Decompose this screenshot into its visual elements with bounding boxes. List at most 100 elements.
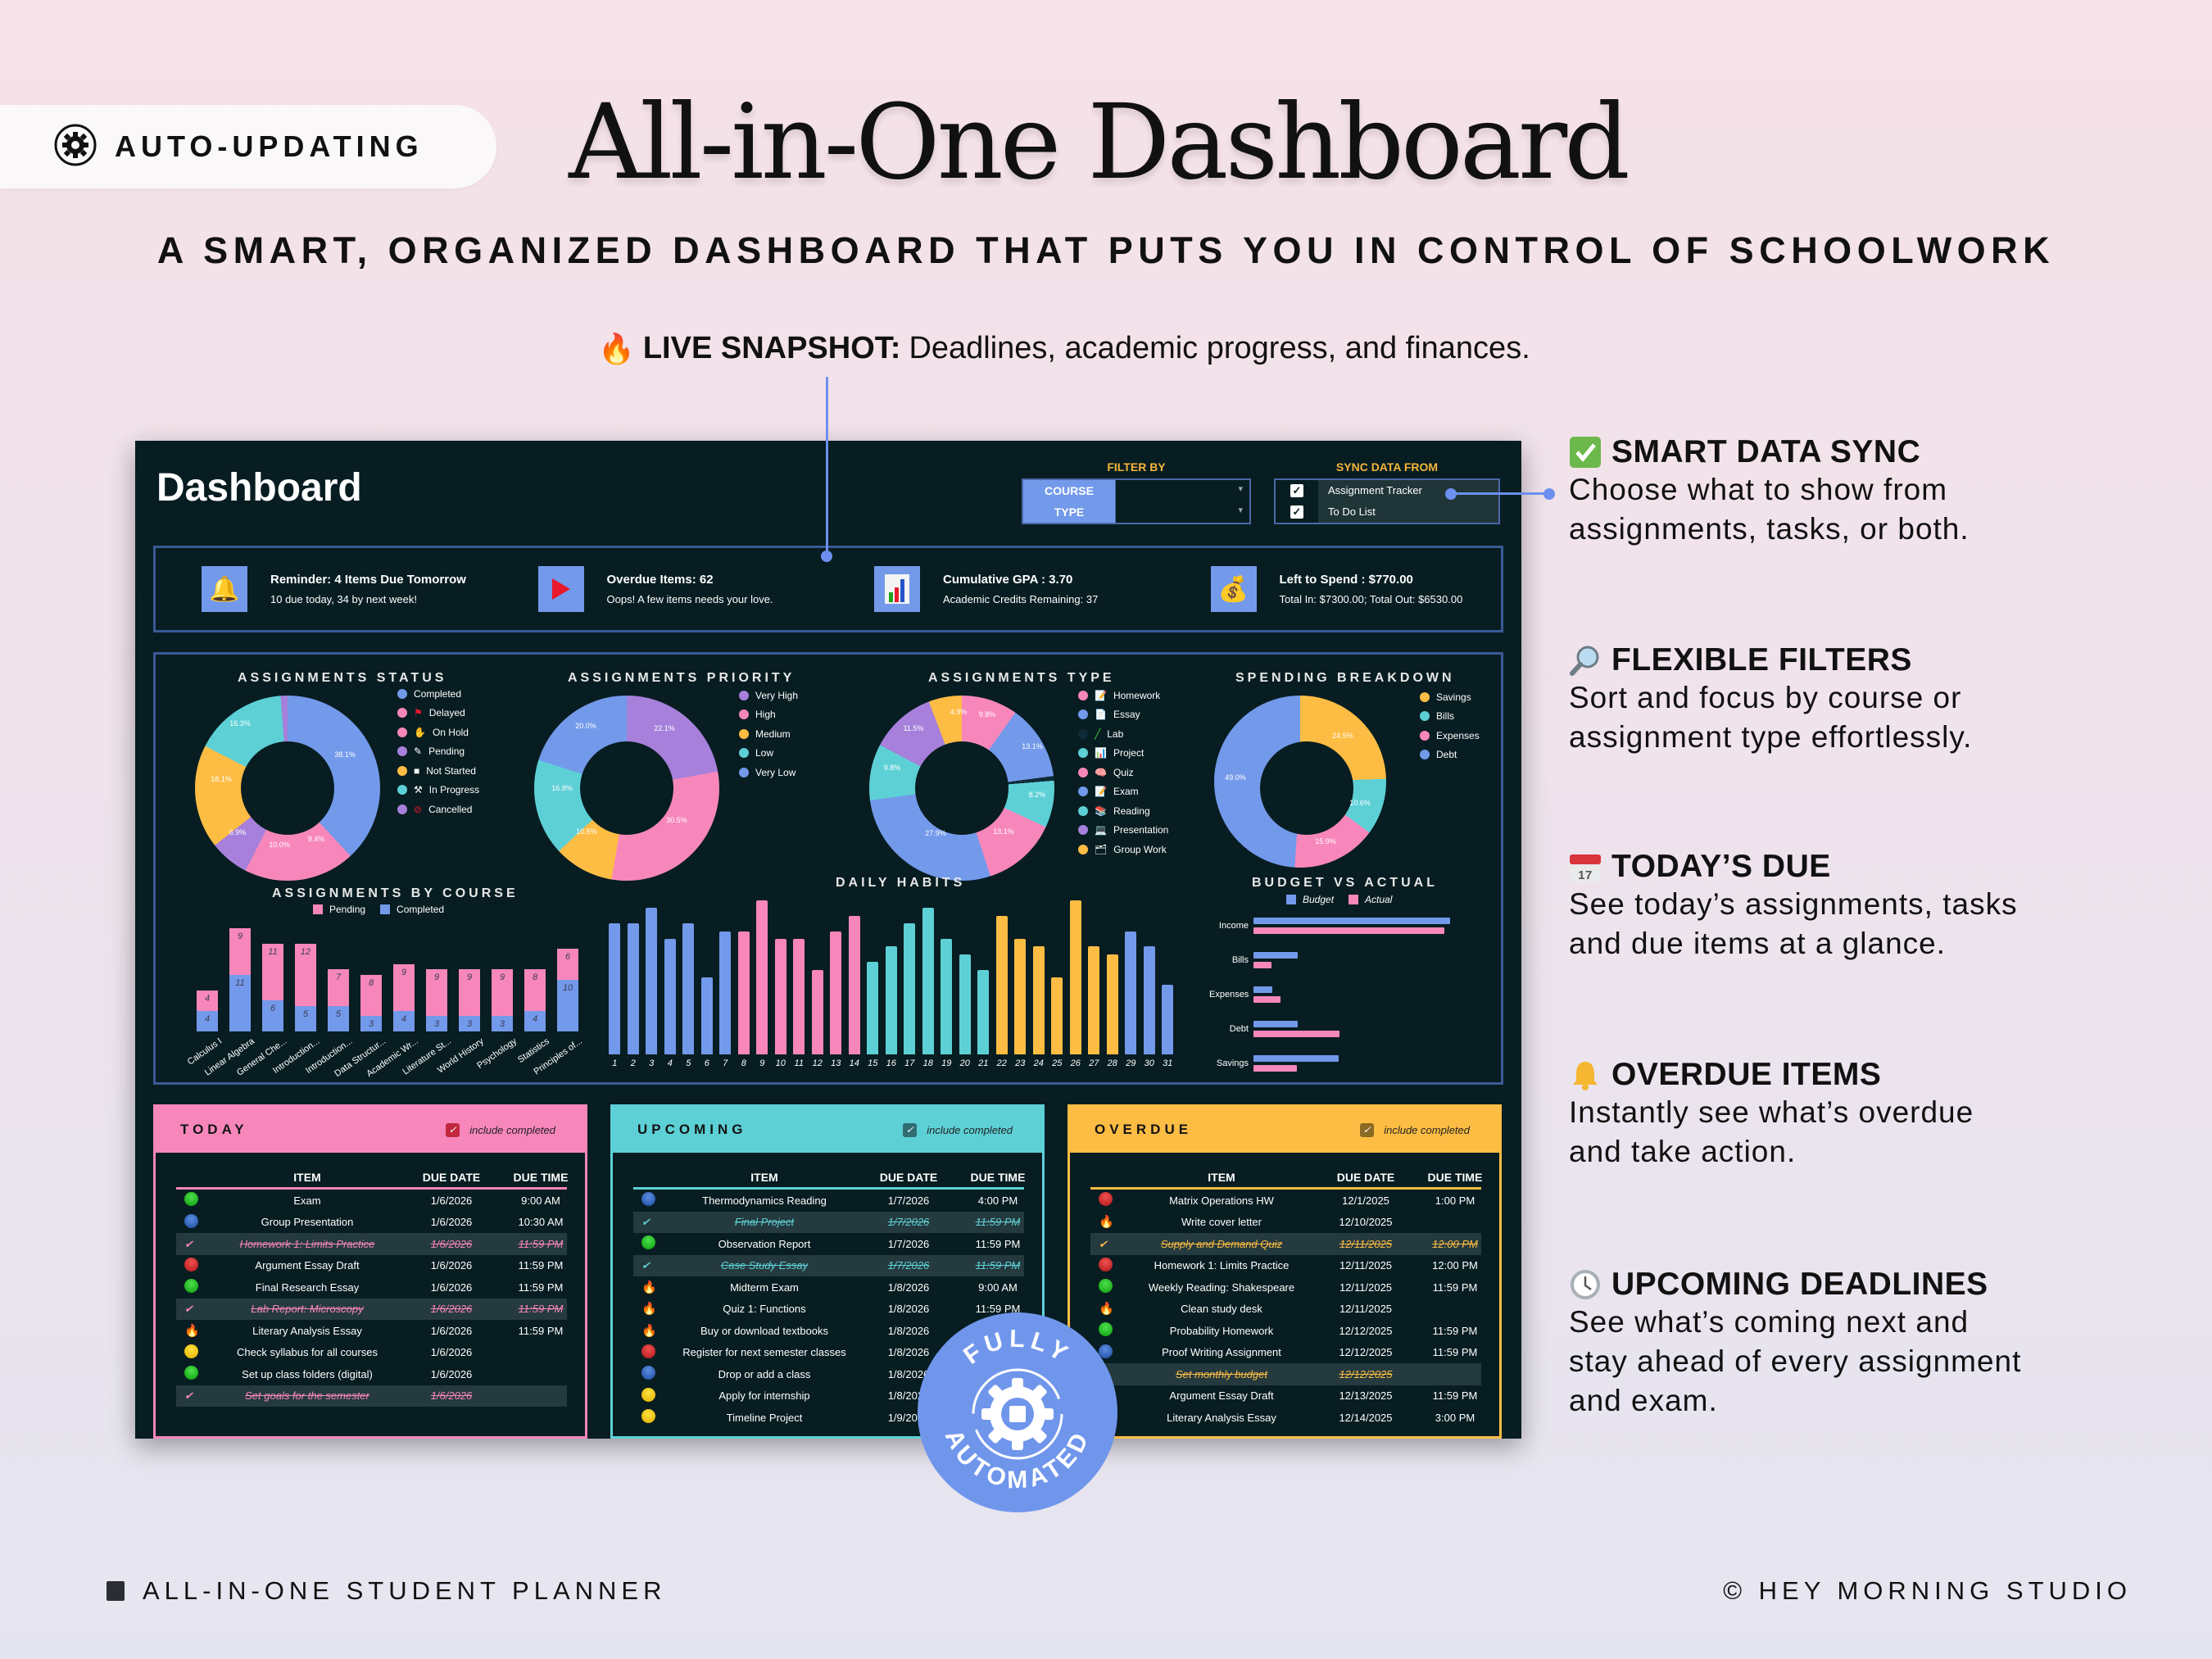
- assignment-tracker-checkbox[interactable]: ✓: [1290, 484, 1303, 497]
- table-row[interactable]: 🔥 Quiz 1: Functions 1/8/2026 11:59 PM: [641, 1302, 1021, 1317]
- spending-donut-chart: [1214, 696, 1386, 868]
- green-status-icon: [184, 1366, 198, 1380]
- course-bar: 11 6: [262, 943, 283, 1031]
- habit-bar: [959, 954, 971, 1054]
- type-legend: 📝 Homework 📄 Essay ╱ Lab 📊 Project 🧠 Quiz 📝 Ex…: [1078, 686, 1168, 859]
- table-row[interactable]: Homework 1: Limits Practice 12/11/2025 12:…: [1090, 1255, 1481, 1277]
- budget-legend: Budget Actual: [1286, 892, 1392, 907]
- overdue-panel: OVERDUE ✓ include completed ITEM DUE DATE D…: [1067, 1104, 1502, 1439]
- magnifier-icon: [1569, 644, 1602, 677]
- snapshot-connector-line: [826, 377, 828, 555]
- include-completed-checkbox[interactable]: ✓: [446, 1122, 460, 1137]
- habit-bar: [1014, 939, 1026, 1054]
- table-row[interactable]: Weekly Reading: Shakespeare 12/11/2025 11:…: [1090, 1276, 1481, 1299]
- include-completed-checkbox[interactable]: ✓: [1360, 1122, 1375, 1137]
- include-completed-checkbox[interactable]: ✓: [903, 1122, 918, 1137]
- check-status-icon: ✔: [641, 1259, 650, 1272]
- blue-status-icon: [184, 1213, 198, 1228]
- table-row[interactable]: ✔ Lab Report: Microscopy 1/6/2026 11:59 PM: [176, 1298, 567, 1320]
- callout-smart-data-sync: SMART DATA SYNC Choose what to show from…: [1569, 434, 1969, 546]
- footer-copyright: © HEY MORNING STUDIO: [1723, 1576, 2132, 1605]
- filter-by-section: FILTER BY COURSE TYPE: [1022, 460, 1251, 524]
- page-icon: 📄: [1095, 709, 1107, 721]
- table-row[interactable]: Thermodynamics Reading 1/7/2026 4:00 PM: [633, 1190, 1024, 1212]
- spending-legend: Savings Bills Expenses Debt: [1420, 687, 1480, 764]
- table-row[interactable]: ✔ Set goals for the semester 1/6/2026: [176, 1385, 567, 1407]
- books-icon: 📚: [1095, 805, 1107, 817]
- fire-status-icon: 🔥: [1099, 1302, 1114, 1317]
- check-status-icon: ✔: [184, 1237, 193, 1250]
- kpi-detail: 10 due today, 34 by next week!: [270, 593, 417, 605]
- table-row[interactable]: Argument Essay Draft 1/6/2026 11:59 PM: [176, 1255, 567, 1277]
- red-status-icon: [1099, 1257, 1113, 1271]
- kpi-overdue: Overdue Items: 62 Oops! A few items needs…: [492, 566, 829, 612]
- blue-status-icon: [641, 1366, 655, 1380]
- status-legend: Completed ⚑ Delayed ✋ On Hold ✎ Pending ■ No…: [397, 684, 479, 819]
- kpi-title: Overdue Items: 62: [606, 573, 714, 587]
- table-row[interactable]: 🔥 Midterm Exam 1/8/2026 9:00 AM: [641, 1280, 1018, 1294]
- table-row[interactable]: Argument Essay Draft 12/13/2025 11:59 PM: [1169, 1389, 1478, 1403]
- table-row[interactable]: 🔥 Write cover letter 12/10/2025: [1099, 1215, 1393, 1230]
- kpi-reminder: 🔔 Reminder: 4 Items Due Tomorrow 10 due t…: [156, 566, 492, 612]
- course-filter-dropdown[interactable]: [1115, 480, 1249, 501]
- assignment-tracker-label: Assignment Tracker: [1318, 480, 1498, 501]
- table-row[interactable]: Literary Analysis Essay 12/14/2025 3:00 PM: [1167, 1411, 1475, 1424]
- table-row[interactable]: Proof Writing Assignment 12/12/2025 11:59 …: [1090, 1342, 1481, 1364]
- include-completed-label: include completed: [1384, 1123, 1470, 1136]
- table-row[interactable]: 🔥 Clean study desk 12/11/2025: [1099, 1302, 1393, 1317]
- habit-bar: [756, 900, 768, 1054]
- fully-automated-seal: FULLY AUTOMATED: [918, 1312, 1117, 1512]
- table-row[interactable]: Group Presentation 1/6/2026 10:30 AM: [176, 1212, 567, 1234]
- type-filter-dropdown[interactable]: [1115, 501, 1249, 523]
- table-row[interactable]: 🔥 Literary Analysis Essay 1/6/2026 11:59 PM: [184, 1323, 564, 1338]
- kpi-title: Cumulative GPA : 3.70: [943, 573, 1073, 587]
- table-row[interactable]: Drop or add a class 1/8/2026: [633, 1363, 1024, 1385]
- check-box-icon: [1569, 436, 1602, 469]
- table-row[interactable]: Probability Homework 12/12/2025 11:59 PM: [1090, 1320, 1481, 1342]
- table-row[interactable]: Exam 1/6/2026 9:00 AM: [176, 1190, 567, 1212]
- connector-dot: [821, 551, 832, 562]
- habit-bar: [682, 923, 694, 1054]
- green-status-icon: [184, 1279, 198, 1294]
- table-row[interactable]: Set up class folders (digital) 1/6/2026: [176, 1363, 567, 1385]
- table-row[interactable]: Final Research Essay 1/6/2026 11:59 PM: [176, 1276, 567, 1299]
- auto-updating-badge: AUTO-UPDATING: [0, 105, 496, 188]
- blue-status-icon: [641, 1192, 655, 1207]
- table-row[interactable]: ✔ Case Study Essay 1/7/2026 11:59 PM: [633, 1254, 1024, 1276]
- include-completed-label: include completed: [927, 1123, 1013, 1136]
- page-subtitle: A SMART, ORGANIZED DASHBOARD THAT PUTS Y…: [156, 229, 2056, 271]
- fire-status-icon: 🔥: [1099, 1215, 1114, 1230]
- blue-status-icon: [1099, 1344, 1113, 1358]
- hammer-pick-icon: ⚒: [414, 784, 423, 796]
- habit-bar: [1143, 946, 1155, 1054]
- budget-vs-actual-chart: Income Bills Expenses Debt Savings: [1209, 909, 1450, 1081]
- course-bar: 6 10: [557, 949, 578, 1031]
- upcoming-table: ITEM DUE DATE DUE TIME Thermodynamics Readi…: [633, 1171, 1025, 1429]
- table-row[interactable]: Register for next semester classes 1/8/20…: [633, 1342, 1024, 1364]
- today-panel: TODAY ✓ include completed ITEM DUE DATE DUE…: [153, 1104, 587, 1439]
- type-filter-label: TYPE: [1023, 501, 1115, 523]
- yellow-status-icon: [641, 1387, 655, 1402]
- table-row[interactable]: Matrix Operations HW 12/1/2025 1:00 PM: [1090, 1190, 1481, 1212]
- table-row[interactable]: ✔ Homework 1: Limits Practice 1/6/2026 11:5…: [176, 1233, 567, 1255]
- table-row[interactable]: Check syllabus for all courses 1/6/2026: [176, 1342, 567, 1364]
- chart-title-status: ASSIGNMENTS STATUS: [238, 671, 447, 685]
- by-course-x-labels: Calculus I Linear Algebra General Che... In…: [185, 1036, 584, 1080]
- budget-row: Savings: [1209, 1046, 1450, 1081]
- by-course-bar-chart: 4 4 9 11 11 6 12 5 7 5 8 3 9 4 9 3 9 3 9 3 8 4 6 10: [197, 925, 590, 1031]
- budget-row: Bills: [1209, 943, 1450, 977]
- habit-bar: [941, 939, 952, 1054]
- habit-bar: [627, 923, 639, 1054]
- table-row[interactable]: ✔ Supply and Demand Quiz 12/11/2025 12:00 P…: [1090, 1233, 1481, 1255]
- table-row[interactable]: ✔ Final Project 1/7/2026 11:59 PM: [633, 1211, 1024, 1233]
- page-title: All-in-One Dashboard: [569, 82, 1630, 202]
- chart-title-type: ASSIGNMENTS TYPE: [928, 671, 1115, 685]
- table-row[interactable]: 🔥 Buy or download textbooks 1/8/2026: [641, 1323, 930, 1338]
- callout-overdue-items: OVERDUE ITEMS Instantly see what’s overd…: [1569, 1057, 1974, 1168]
- todo-list-checkbox[interactable]: ✓: [1290, 505, 1303, 519]
- table-row[interactable]: Observation Report 1/7/2026 11:59 PM: [633, 1233, 1024, 1255]
